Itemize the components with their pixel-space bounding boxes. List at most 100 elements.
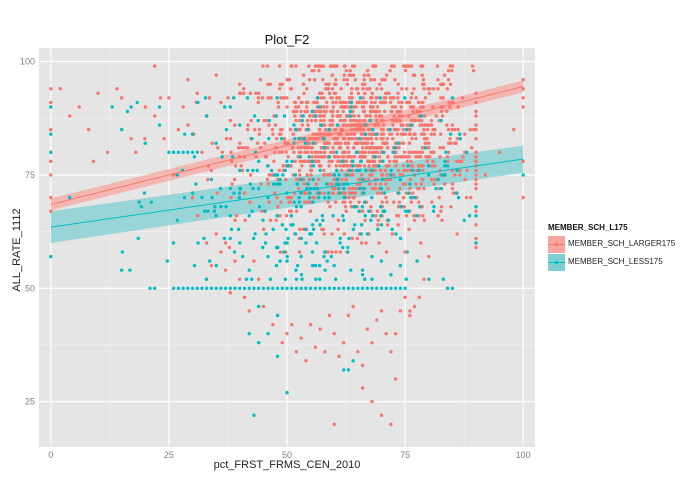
data-point-larger (322, 232, 326, 236)
data-point-larger (406, 155, 411, 159)
data-point-less (415, 259, 419, 263)
data-point-larger (474, 100, 478, 105)
data-point-larger (305, 105, 309, 109)
data-point-less (409, 195, 413, 200)
data-point-larger (274, 136, 279, 141)
data-point-larger (354, 105, 358, 109)
data-point-less (329, 254, 334, 259)
data-point-larger (91, 159, 96, 164)
data-point-larger (297, 150, 301, 154)
data-point-less (128, 268, 132, 272)
data-point-less (256, 304, 261, 309)
data-point-larger (336, 109, 340, 114)
data-point-larger (240, 168, 245, 173)
data-point-larger (373, 168, 378, 173)
data-point-larger (342, 100, 346, 105)
data-point-larger (461, 155, 465, 159)
data-point-less (368, 118, 373, 123)
data-point-larger (345, 114, 349, 118)
data-point-larger (446, 150, 451, 154)
data-point-less (157, 123, 162, 127)
data-point-larger (428, 87, 432, 91)
data-point-larger (360, 146, 365, 150)
data-point-less (271, 182, 276, 186)
data-point-larger (350, 64, 355, 68)
data-point-larger (403, 68, 408, 73)
data-point-larger (421, 105, 425, 109)
data-point-larger (276, 100, 280, 105)
data-point-larger (207, 96, 212, 100)
data-point-larger (388, 68, 392, 73)
data-point-larger (349, 155, 353, 159)
data-point-larger (358, 150, 362, 154)
data-point-less (360, 204, 365, 209)
data-point-larger (284, 177, 288, 182)
data-point-less (397, 191, 401, 195)
data-point-less (345, 173, 349, 177)
data-point-larger (242, 91, 246, 96)
data-point-less (171, 150, 176, 154)
data-point-larger (468, 127, 473, 132)
data-point-larger (405, 159, 409, 164)
data-point-less (275, 214, 279, 218)
data-point-less (219, 204, 223, 209)
data-point-less (228, 214, 233, 218)
data-point-larger (261, 64, 265, 68)
data-point-less (120, 250, 125, 254)
data-point-larger (285, 105, 289, 109)
data-point-less (404, 277, 409, 281)
data-point-larger (335, 136, 339, 141)
data-point-larger (311, 195, 315, 200)
data-point-less (381, 159, 385, 164)
data-point-larger (394, 118, 399, 123)
data-point-less (255, 168, 259, 173)
data-point-less (379, 186, 384, 191)
data-point-larger (417, 200, 421, 204)
data-point-less (454, 191, 459, 195)
data-point-larger (362, 78, 366, 82)
data-point-less (251, 186, 255, 191)
data-point-less (371, 127, 375, 132)
data-point-larger (216, 146, 220, 150)
data-point-larger (474, 173, 478, 177)
data-point-larger (425, 123, 429, 127)
data-point-larger (331, 146, 335, 150)
data-point-larger (383, 78, 387, 82)
data-point-larger (369, 204, 373, 209)
data-point-larger (427, 146, 431, 150)
data-point-larger (427, 254, 431, 259)
data-point-larger (347, 195, 351, 200)
data-point-larger (311, 132, 315, 136)
data-point-larger (384, 331, 388, 336)
data-point-less (357, 209, 362, 213)
data-point-larger (465, 168, 469, 173)
data-point-larger (353, 141, 357, 145)
data-point-less (305, 182, 310, 186)
data-point-larger (439, 204, 444, 209)
data-point-larger (320, 91, 324, 96)
data-point-larger (379, 413, 384, 417)
data-point-larger (297, 168, 302, 173)
data-point-less (285, 390, 289, 395)
data-point-larger (294, 350, 299, 354)
data-point-larger (336, 218, 341, 222)
data-point-larger (293, 100, 298, 105)
data-point-less (359, 159, 363, 164)
data-point-less (294, 286, 299, 291)
data-point-larger (288, 200, 293, 204)
data-points (49, 64, 525, 427)
data-point-larger (306, 159, 310, 164)
data-point-less (436, 177, 440, 182)
data-point-less (389, 173, 393, 177)
data-point-less (232, 191, 236, 195)
data-point-larger (405, 64, 409, 68)
data-point-larger (289, 195, 294, 200)
data-point-larger (401, 141, 406, 145)
data-point-larger (460, 159, 464, 164)
data-point-less (295, 263, 300, 268)
data-point-less (202, 209, 207, 213)
data-point-less (232, 250, 237, 254)
data-point-less (455, 168, 459, 173)
data-point-larger (330, 114, 335, 118)
